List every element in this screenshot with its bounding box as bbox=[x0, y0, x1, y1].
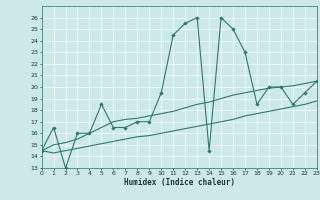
X-axis label: Humidex (Indice chaleur): Humidex (Indice chaleur) bbox=[124, 178, 235, 187]
